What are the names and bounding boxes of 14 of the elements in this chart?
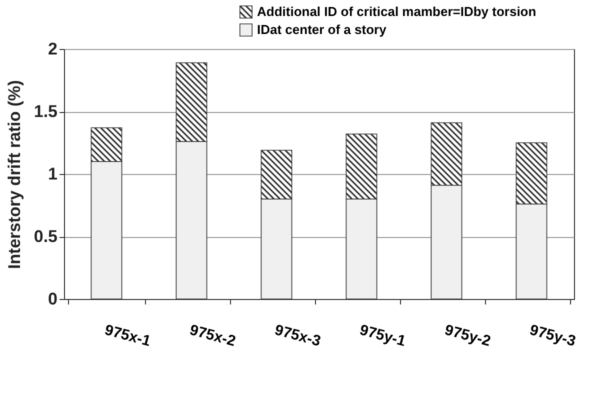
x-tick-label: 975y-1 [358, 322, 408, 350]
y-tick-label: 0 [48, 290, 58, 308]
x-tick-label: 975y-3 [528, 322, 578, 350]
legend-label: Additional ID of critical mamber=IDby torsion [257, 4, 536, 19]
x-tick-label: 975x-3 [272, 322, 322, 350]
y-tick-label: 2 [48, 40, 58, 58]
y-tick-label: 1.5 [34, 102, 58, 121]
x-tick-label: 975x-1 [102, 322, 152, 350]
y-axis-title: Interstory drift ratio (%) [4, 80, 24, 269]
x-tick-label: 975x-2 [188, 322, 238, 350]
legend-label: IDat center of a story [257, 22, 388, 37]
x-tick-label: 975y-2 [442, 322, 492, 350]
y-tick-label: 1 [48, 164, 58, 184]
y-tick-label: 0.5 [34, 227, 58, 246]
